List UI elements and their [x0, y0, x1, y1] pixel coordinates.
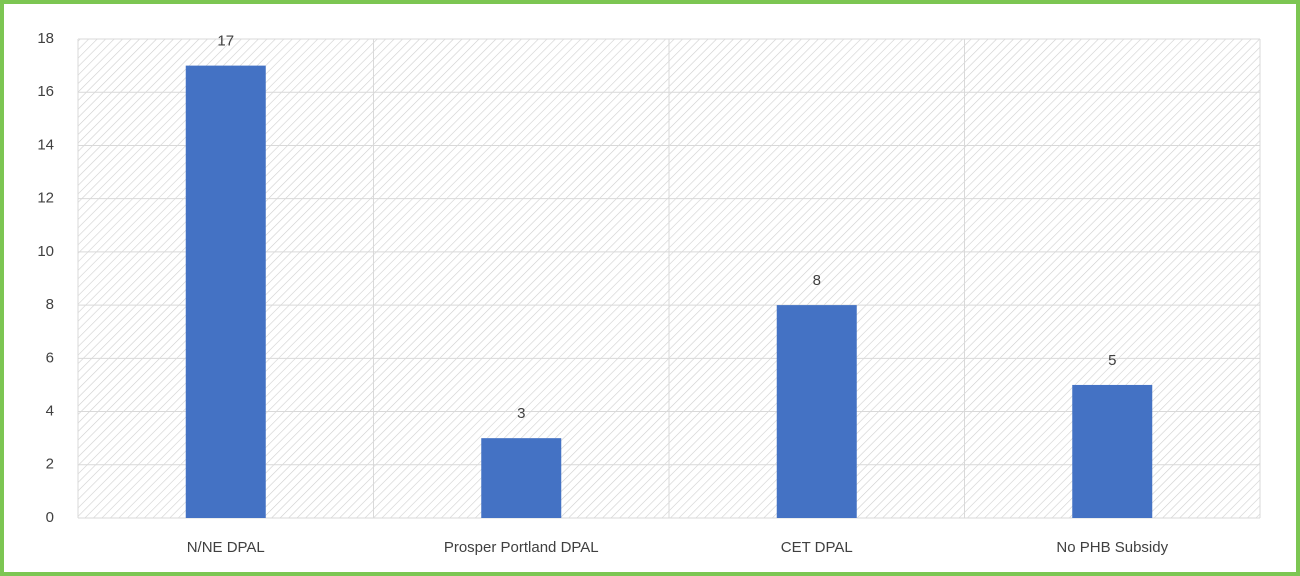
y-tick-label: 0	[46, 509, 54, 526]
y-tick-label: 4	[46, 403, 54, 420]
data-label: 17	[217, 33, 234, 50]
x-tick-label: CET DPAL	[781, 539, 853, 556]
data-label: 3	[517, 405, 525, 422]
bar	[185, 65, 266, 518]
y-tick-label: 10	[37, 243, 54, 260]
y-tick-label: 16	[37, 83, 54, 100]
y-tick-label: 12	[37, 190, 54, 207]
data-label: 5	[1108, 352, 1116, 369]
y-tick-label: 14	[37, 136, 54, 153]
bar	[481, 438, 562, 518]
y-tick-label: 2	[46, 456, 54, 473]
data-label: 8	[813, 272, 821, 289]
y-tick-label: 6	[46, 349, 54, 366]
y-tick-label: 8	[46, 296, 54, 313]
x-tick-label: No PHB Subsidy	[1056, 539, 1168, 556]
bar	[1072, 384, 1153, 518]
x-tick-label: N/NE DPAL	[187, 539, 265, 556]
bar	[776, 305, 857, 518]
x-tick-label: Prosper Portland DPAL	[444, 539, 599, 556]
y-tick-label: 18	[37, 30, 54, 47]
